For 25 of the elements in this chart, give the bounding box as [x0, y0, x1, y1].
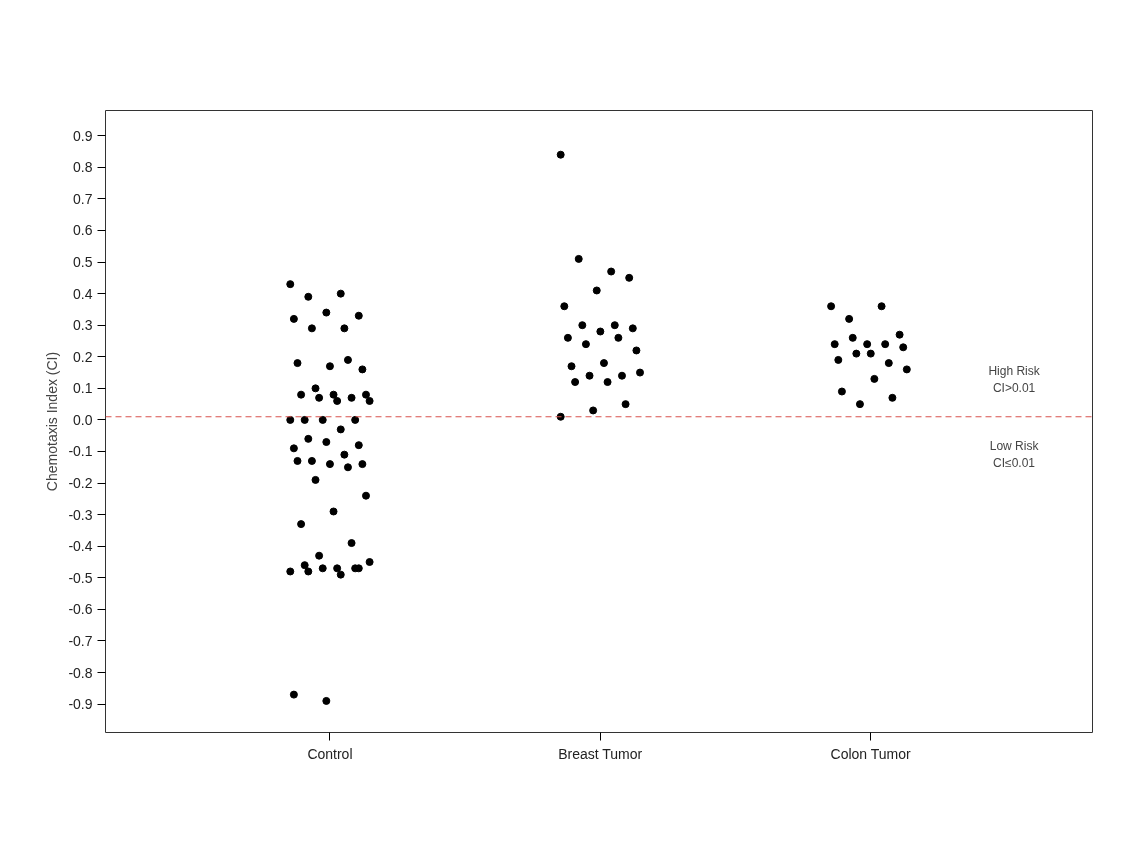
annotation: High Risk CI>0.01 — [988, 363, 1041, 395]
y-tick-label: -0.1 — [68, 443, 93, 460]
y-tick-label: -0.5 — [68, 569, 93, 586]
y-tick-label: 0.3 — [73, 317, 93, 334]
y-tick-label: -0.6 — [68, 601, 93, 618]
x-tick-label: Breast Tumor — [558, 745, 643, 762]
x-tick-label: Colon Tumor — [830, 745, 912, 762]
y-tick-label: 0.6 — [73, 222, 93, 239]
y-tick-label: 0.2 — [73, 348, 93, 365]
y-tick-label: 0.0 — [73, 411, 93, 428]
y-tick-label: 0.4 — [73, 285, 93, 302]
y-tick-label: 0.8 — [73, 159, 93, 176]
y-tick-label: -0.7 — [68, 632, 93, 649]
y-axis-title: Chemotaxis Index (CI) — [44, 351, 61, 492]
y-tick-label: 0.9 — [73, 127, 93, 144]
x-tick-label: Control — [307, 745, 353, 762]
y-tick-label: -0.9 — [68, 696, 93, 713]
annotation: Low Risk CI≤0.01 — [989, 438, 1040, 470]
y-tick-label: 0.7 — [73, 190, 93, 207]
y-tick-label: 0.5 — [73, 254, 93, 271]
y-tick-label: -0.4 — [68, 538, 93, 555]
y-tick-label: 0.1 — [73, 380, 93, 397]
y-tick-label: -0.2 — [68, 475, 93, 492]
y-tick-label: -0.3 — [68, 506, 93, 523]
y-tick-label: -0.8 — [68, 664, 93, 681]
